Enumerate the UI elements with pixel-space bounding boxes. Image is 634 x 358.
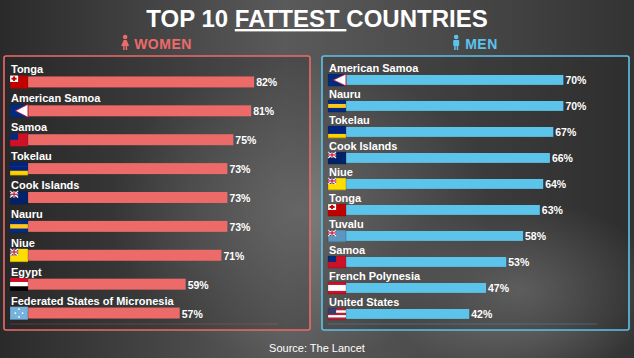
data-label: 63% — [542, 204, 564, 216]
category-label: Samoa — [329, 244, 366, 256]
bar — [328, 179, 543, 189]
axis-line — [328, 324, 597, 325]
bar — [328, 153, 550, 163]
bar — [328, 283, 486, 293]
flag — [10, 133, 28, 146]
category-label: Samoa — [11, 121, 48, 133]
bar — [328, 75, 563, 85]
gender-icon — [121, 35, 129, 50]
data-label: 57% — [182, 308, 204, 320]
flag — [328, 74, 346, 86]
flag — [328, 308, 346, 320]
flag — [328, 230, 346, 242]
bar — [10, 76, 254, 87]
flag — [10, 307, 28, 320]
data-label: 73% — [229, 163, 251, 175]
data-label: 81% — [253, 105, 275, 117]
flag — [328, 256, 346, 268]
panel-title: MEN — [465, 36, 498, 52]
flag — [10, 249, 28, 262]
flag — [10, 162, 28, 175]
bar — [10, 192, 227, 203]
data-label: 59% — [188, 279, 210, 291]
bar — [10, 163, 227, 174]
data-label: 70% — [565, 100, 587, 112]
data-label: 73% — [229, 221, 251, 233]
bar — [10, 250, 221, 261]
bar — [10, 105, 251, 116]
flag — [10, 278, 28, 291]
bar — [328, 205, 540, 215]
bars — [10, 76, 254, 318]
flag — [328, 126, 346, 138]
category-label: Federated States of Micronesia — [11, 295, 174, 307]
category-label: Tokelau — [11, 150, 52, 162]
panel-title: WOMEN — [134, 36, 192, 52]
category-label: American Samoa — [11, 92, 101, 104]
data-label: 53% — [508, 256, 530, 268]
data-label: 70% — [565, 74, 587, 86]
data-label: 67% — [555, 126, 577, 138]
data-label: 47% — [488, 282, 510, 294]
data-label: 82% — [256, 76, 278, 88]
category-label: Niue — [11, 237, 35, 249]
flag — [328, 204, 346, 216]
data-label: 58% — [525, 230, 547, 242]
title: TOP 10 FATTEST COUNTRIES — [146, 5, 487, 32]
bar — [10, 134, 233, 145]
category-label: Tokelau — [329, 114, 370, 126]
category-label: United States — [329, 296, 399, 308]
panel: WOMENTonga82%American Samoa81%Samoa75%To… — [4, 35, 310, 330]
bar — [328, 231, 523, 241]
labels: Tonga 82% American Samoa 81% Samoa 75% Tokelau… — [10, 63, 278, 319]
category-label: Nauru — [11, 208, 43, 220]
panel-frame — [4, 56, 310, 330]
bar — [328, 257, 506, 267]
bar — [328, 127, 553, 137]
chart-root: TOP 10 FATTEST COUNTRIES Source: The Lanc… — [0, 0, 634, 358]
category-label: Tonga — [329, 192, 362, 204]
flag — [328, 282, 346, 294]
source: Source: The Lancet — [269, 342, 365, 354]
category-label: Cook Islands — [11, 179, 79, 191]
category-label: Tuvalu — [329, 218, 364, 230]
labels: American Samoa 70% Nauru 70% Tokelau 67% Cook … — [328, 62, 587, 320]
gender-icon — [453, 35, 459, 50]
data-label: 64% — [545, 178, 567, 190]
category-label: French Polynesia — [329, 270, 421, 282]
bars — [328, 75, 563, 319]
bar — [328, 309, 469, 319]
category-label: Niue — [329, 166, 353, 178]
flag — [328, 152, 346, 164]
data-label: 66% — [552, 152, 574, 164]
flag — [328, 100, 346, 112]
data-label: 75% — [235, 134, 257, 146]
flag — [10, 75, 28, 88]
flag — [10, 220, 28, 233]
bar — [10, 279, 186, 290]
bar — [10, 221, 227, 232]
data-label: 73% — [229, 192, 251, 204]
panel-frame — [322, 56, 629, 330]
flag — [10, 191, 28, 204]
category-label: Tonga — [11, 63, 44, 75]
category-label: Egypt — [11, 266, 42, 278]
category-label: Nauru — [329, 88, 361, 100]
flag — [328, 178, 346, 190]
flag — [10, 104, 28, 117]
data-label: 42% — [471, 308, 493, 320]
data-label: 71% — [223, 250, 245, 262]
category-label: Cook Islands — [329, 140, 397, 152]
bar — [328, 101, 563, 111]
panel: MEN American Samoa 70% Nauru 70% Tokelau 67% Co… — [322, 35, 629, 330]
bar — [10, 308, 180, 319]
axis-line — [10, 324, 278, 325]
category-label: American Samoa — [329, 62, 419, 74]
